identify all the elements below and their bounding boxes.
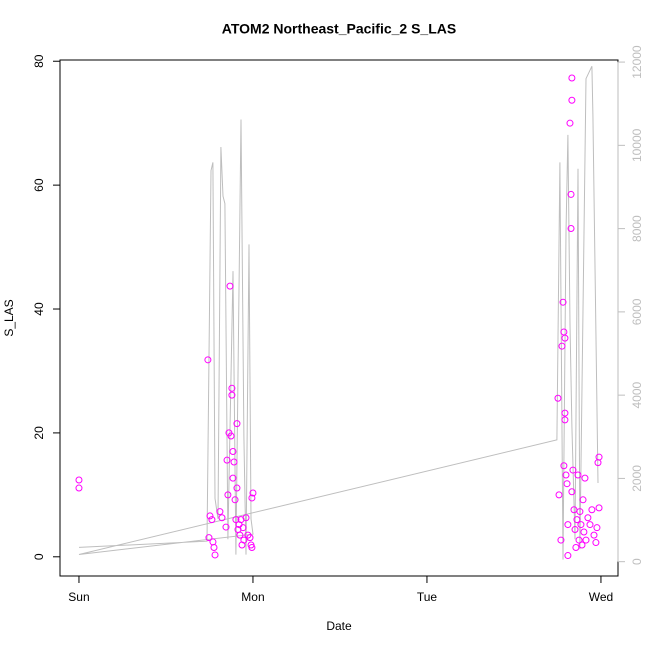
y-tick-label: 20 (32, 426, 46, 440)
point (211, 551, 219, 559)
point (580, 528, 588, 536)
chart-title: ATOM2 Northeast_Pacific_2 S_LAS (222, 21, 456, 37)
point (579, 496, 587, 504)
point (209, 538, 217, 546)
point (578, 541, 586, 549)
point (561, 409, 569, 417)
point (564, 521, 572, 529)
point (224, 491, 232, 499)
point (222, 523, 230, 531)
y2-tick-label: 0 (630, 558, 644, 565)
point (226, 282, 234, 290)
x-tick-label: Wed (589, 590, 613, 604)
y2-tick-label: 2000 (630, 465, 644, 492)
y2-tick-label: 4000 (630, 381, 644, 408)
point (229, 447, 237, 455)
y2-tick-label: 8000 (630, 215, 644, 242)
y-tick-label: 0 (32, 553, 46, 560)
point (204, 356, 212, 364)
point (568, 96, 576, 104)
y-tick-label: 80 (32, 54, 46, 68)
y2-tick-label: 10000 (630, 128, 644, 162)
y-tick-label: 60 (32, 178, 46, 192)
point (572, 544, 580, 552)
y-tick-label: 40 (32, 302, 46, 316)
point (582, 536, 590, 544)
point (593, 524, 601, 532)
point (586, 521, 594, 529)
point (210, 544, 218, 552)
point (208, 516, 216, 524)
point (574, 471, 582, 479)
point (560, 462, 568, 470)
y2-tick-label: 12000 (630, 45, 644, 79)
point (595, 504, 603, 512)
point (561, 416, 569, 424)
point (228, 391, 236, 399)
point (236, 531, 244, 539)
point (228, 384, 236, 392)
point (573, 516, 581, 524)
point (229, 474, 237, 482)
point (557, 536, 565, 544)
point (575, 536, 583, 544)
point (559, 298, 567, 306)
point (576, 508, 584, 516)
point (218, 514, 226, 522)
point (205, 534, 213, 542)
x-tick-label: Sun (68, 590, 89, 604)
point (577, 521, 585, 529)
point (216, 508, 224, 516)
point (561, 334, 569, 342)
point (232, 516, 240, 524)
point (592, 539, 600, 547)
point (240, 536, 248, 544)
point (206, 512, 214, 520)
point (75, 484, 83, 492)
point (571, 526, 579, 534)
point (558, 342, 566, 350)
line (78, 65, 599, 560)
y2-tick-label: 6000 (630, 298, 644, 325)
point (233, 420, 241, 428)
x-axis-label: Date (326, 619, 352, 633)
plot-box (59, 59, 619, 577)
point (242, 514, 250, 522)
point (566, 119, 574, 127)
point (563, 480, 571, 488)
point (567, 224, 575, 232)
x-tick-label: Mon (241, 590, 264, 604)
point (555, 491, 563, 499)
point (230, 458, 238, 466)
point (584, 514, 592, 522)
point (233, 484, 241, 492)
point (246, 534, 254, 542)
point (568, 488, 576, 496)
point (248, 494, 256, 502)
point (568, 74, 576, 82)
y-axis-label: S_LAS (2, 299, 16, 336)
point (231, 496, 239, 504)
point (248, 544, 256, 552)
point (239, 524, 247, 532)
point (569, 466, 577, 474)
x-tick-label: Tue (417, 590, 438, 604)
point (564, 552, 572, 560)
point (590, 531, 598, 539)
point (75, 476, 83, 484)
point (595, 453, 603, 461)
point (249, 489, 257, 497)
point (581, 474, 589, 482)
point (560, 328, 568, 336)
point (588, 506, 596, 514)
point (567, 190, 575, 198)
point (227, 432, 235, 440)
point (554, 394, 562, 402)
point (562, 471, 570, 479)
point (223, 456, 231, 464)
